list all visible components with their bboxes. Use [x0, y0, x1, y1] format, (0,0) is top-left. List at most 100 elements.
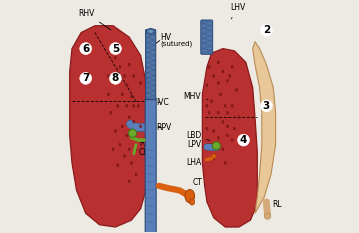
Ellipse shape: [227, 134, 229, 137]
Text: LBD: LBD: [186, 131, 210, 140]
Ellipse shape: [217, 136, 219, 139]
Text: IVC: IVC: [157, 98, 169, 107]
Ellipse shape: [128, 148, 130, 151]
Ellipse shape: [210, 143, 213, 146]
Ellipse shape: [236, 88, 238, 91]
Ellipse shape: [220, 93, 222, 96]
Ellipse shape: [213, 130, 215, 132]
Text: LPV: LPV: [187, 140, 209, 149]
Ellipse shape: [231, 139, 233, 142]
Ellipse shape: [115, 56, 116, 59]
Ellipse shape: [210, 100, 213, 103]
Text: LHV: LHV: [230, 3, 246, 19]
Ellipse shape: [227, 111, 229, 114]
Ellipse shape: [217, 111, 219, 114]
Ellipse shape: [133, 120, 135, 123]
Text: 2: 2: [263, 25, 270, 35]
Ellipse shape: [213, 75, 215, 78]
Ellipse shape: [126, 134, 128, 137]
Ellipse shape: [231, 104, 233, 107]
Ellipse shape: [190, 199, 195, 205]
Text: HV: HV: [160, 33, 171, 42]
Ellipse shape: [217, 61, 219, 64]
Circle shape: [129, 129, 137, 137]
Ellipse shape: [133, 75, 135, 78]
Ellipse shape: [128, 180, 130, 183]
Text: LHA: LHA: [186, 158, 209, 168]
Circle shape: [261, 24, 272, 36]
Circle shape: [212, 142, 220, 150]
Text: 8: 8: [112, 73, 119, 83]
Text: MHV: MHV: [183, 92, 208, 101]
Ellipse shape: [130, 95, 132, 98]
Polygon shape: [70, 26, 146, 227]
Ellipse shape: [140, 125, 142, 128]
Text: RPV: RPV: [157, 123, 172, 132]
Ellipse shape: [148, 30, 154, 33]
Ellipse shape: [108, 93, 109, 96]
Polygon shape: [202, 49, 257, 227]
Ellipse shape: [133, 104, 135, 107]
Text: (sutured): (sutured): [160, 41, 192, 47]
Ellipse shape: [126, 104, 128, 107]
Ellipse shape: [227, 79, 229, 82]
Text: CT: CT: [193, 178, 202, 187]
Ellipse shape: [121, 125, 123, 128]
Ellipse shape: [229, 75, 231, 78]
Circle shape: [80, 43, 92, 55]
Ellipse shape: [208, 111, 210, 114]
Ellipse shape: [128, 63, 130, 66]
Text: 7: 7: [82, 73, 89, 83]
Ellipse shape: [227, 125, 229, 128]
Ellipse shape: [121, 93, 123, 96]
Circle shape: [109, 72, 121, 84]
FancyBboxPatch shape: [146, 30, 156, 100]
Circle shape: [211, 154, 216, 158]
Ellipse shape: [137, 104, 139, 107]
Ellipse shape: [238, 116, 240, 119]
Ellipse shape: [130, 161, 132, 164]
Text: RHA: RHA: [136, 139, 156, 148]
Ellipse shape: [233, 127, 236, 130]
Ellipse shape: [123, 155, 126, 158]
Ellipse shape: [135, 173, 137, 176]
Ellipse shape: [213, 157, 215, 160]
Text: 6: 6: [82, 44, 89, 54]
Ellipse shape: [222, 70, 224, 73]
Ellipse shape: [108, 75, 109, 78]
Circle shape: [109, 43, 121, 55]
Ellipse shape: [117, 164, 119, 167]
Ellipse shape: [206, 104, 208, 107]
Ellipse shape: [222, 120, 224, 123]
Polygon shape: [253, 42, 276, 213]
Ellipse shape: [231, 65, 233, 69]
Ellipse shape: [112, 75, 114, 78]
Ellipse shape: [128, 116, 130, 119]
Ellipse shape: [110, 111, 112, 114]
Circle shape: [238, 134, 250, 146]
Ellipse shape: [140, 81, 142, 84]
Text: 5: 5: [112, 44, 119, 54]
Text: PV: PV: [145, 221, 155, 230]
Circle shape: [80, 72, 92, 84]
Ellipse shape: [119, 143, 121, 146]
Text: 4: 4: [240, 135, 247, 145]
Ellipse shape: [119, 65, 121, 69]
Ellipse shape: [224, 161, 226, 164]
Ellipse shape: [206, 84, 208, 87]
Ellipse shape: [117, 104, 119, 107]
Ellipse shape: [224, 104, 226, 107]
Circle shape: [264, 213, 271, 219]
FancyBboxPatch shape: [145, 98, 156, 233]
Ellipse shape: [112, 148, 114, 151]
FancyBboxPatch shape: [201, 20, 213, 54]
Ellipse shape: [133, 132, 135, 135]
Text: RL: RL: [269, 200, 282, 212]
Ellipse shape: [208, 65, 210, 69]
Ellipse shape: [217, 81, 219, 84]
Ellipse shape: [115, 130, 116, 132]
Ellipse shape: [146, 29, 155, 34]
Text: 3: 3: [263, 101, 270, 111]
Text: RHV: RHV: [78, 9, 111, 30]
Ellipse shape: [135, 148, 137, 151]
